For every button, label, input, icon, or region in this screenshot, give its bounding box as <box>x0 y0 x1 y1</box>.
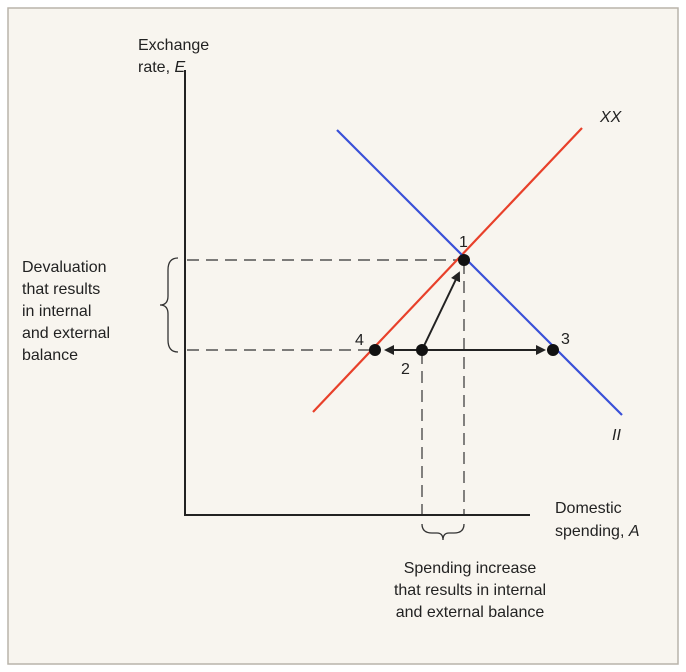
annotation-line: that results <box>22 281 100 298</box>
point-label: 3 <box>561 331 570 348</box>
curve-label: II <box>612 427 621 444</box>
arrow <box>421 271 461 351</box>
xx-curve <box>312 127 583 413</box>
annotation-line: Devaluation <box>22 259 107 276</box>
y-axis-label: Exchange <box>138 37 209 54</box>
x-axis-label: Domestic <box>555 500 622 517</box>
point-label: 2 <box>401 361 410 378</box>
annotation-line: and external <box>22 325 110 342</box>
point-label: 4 <box>355 332 364 349</box>
left-annotation: Devaluation that results in internal and… <box>22 259 110 364</box>
curve-label: XX <box>599 109 623 126</box>
annotation-line: Spending increase <box>404 560 537 577</box>
y-axis-label: rate, E <box>138 59 185 76</box>
annotation-line: that results in internal <box>394 582 546 599</box>
point <box>416 344 428 356</box>
x-axis-label: spending, A <box>555 523 640 540</box>
ii-curve <box>336 129 623 416</box>
point <box>547 344 559 356</box>
brace <box>421 523 465 541</box>
annotation-line: in internal <box>22 303 91 320</box>
annotation-line: balance <box>22 347 78 364</box>
point <box>458 254 470 266</box>
bottom-annotation: Spending increase that results in intern… <box>394 560 546 621</box>
point-label: 1 <box>459 234 468 251</box>
brace <box>159 257 179 353</box>
annotation-line: and external balance <box>396 604 545 621</box>
axes <box>184 70 530 516</box>
frame <box>7 7 679 665</box>
point <box>369 344 381 356</box>
